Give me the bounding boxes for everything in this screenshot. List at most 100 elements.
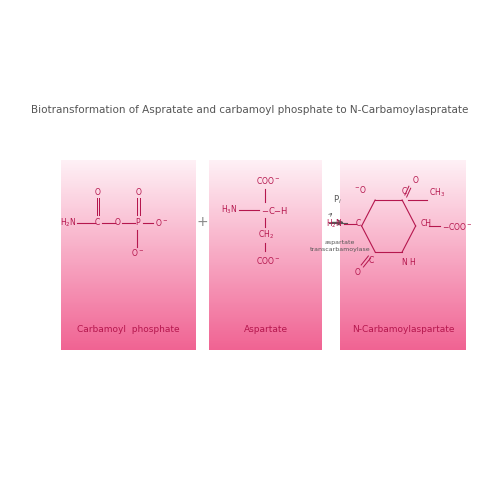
Bar bbox=[210, 210, 322, 212]
Bar bbox=[210, 180, 322, 181]
Bar bbox=[61, 312, 196, 313]
Bar bbox=[340, 291, 466, 292]
Bar bbox=[61, 230, 196, 231]
Bar bbox=[340, 317, 466, 318]
Bar bbox=[210, 181, 322, 182]
Bar bbox=[340, 166, 466, 168]
Bar bbox=[340, 348, 466, 349]
Bar bbox=[340, 273, 466, 274]
Bar bbox=[340, 336, 466, 338]
Bar bbox=[61, 320, 196, 322]
Bar bbox=[210, 214, 322, 215]
Bar bbox=[61, 295, 196, 296]
Bar bbox=[61, 178, 196, 179]
Bar bbox=[61, 284, 196, 286]
Bar bbox=[340, 214, 466, 215]
Bar bbox=[340, 197, 466, 198]
Bar bbox=[340, 312, 466, 313]
Bar bbox=[340, 334, 466, 335]
Bar bbox=[210, 308, 322, 309]
Bar bbox=[210, 307, 322, 308]
Bar bbox=[340, 230, 466, 231]
Bar bbox=[210, 289, 322, 290]
Bar bbox=[210, 278, 322, 279]
Bar bbox=[210, 233, 322, 234]
Bar bbox=[61, 170, 196, 172]
Bar bbox=[61, 344, 196, 346]
Bar bbox=[340, 315, 466, 316]
Bar bbox=[210, 235, 322, 236]
Bar bbox=[61, 248, 196, 250]
Text: CH$_2$: CH$_2$ bbox=[258, 229, 274, 241]
Bar bbox=[210, 188, 322, 190]
Bar bbox=[61, 232, 196, 233]
Bar bbox=[61, 272, 196, 273]
Text: O$^-$: O$^-$ bbox=[154, 217, 168, 228]
Text: CH$_3$: CH$_3$ bbox=[429, 186, 446, 199]
Bar bbox=[61, 166, 196, 168]
Bar bbox=[61, 324, 196, 326]
Bar bbox=[61, 222, 196, 224]
Bar bbox=[61, 311, 196, 312]
Bar bbox=[340, 228, 466, 230]
Text: H: H bbox=[409, 258, 415, 268]
Bar bbox=[61, 174, 196, 175]
Bar bbox=[210, 178, 322, 179]
Bar bbox=[340, 318, 466, 320]
Bar bbox=[340, 271, 466, 272]
Bar bbox=[61, 276, 196, 277]
Text: P$_i$: P$_i$ bbox=[334, 194, 342, 206]
Bar bbox=[340, 250, 466, 251]
Bar bbox=[340, 216, 466, 217]
Bar bbox=[340, 195, 466, 196]
Text: O: O bbox=[354, 268, 360, 278]
Bar bbox=[61, 278, 196, 279]
Bar bbox=[210, 168, 322, 170]
Bar bbox=[61, 208, 196, 210]
Bar bbox=[61, 177, 196, 178]
Bar bbox=[340, 179, 466, 180]
Bar bbox=[210, 340, 322, 342]
Bar bbox=[61, 340, 196, 342]
Bar bbox=[210, 244, 322, 246]
Bar bbox=[61, 328, 196, 329]
Bar bbox=[340, 314, 466, 315]
Bar bbox=[340, 324, 466, 326]
Text: $^-$O: $^-$O bbox=[352, 184, 367, 194]
Bar bbox=[210, 260, 322, 262]
Bar bbox=[210, 282, 322, 284]
Bar bbox=[340, 331, 466, 332]
Bar bbox=[210, 221, 322, 222]
Bar bbox=[340, 163, 466, 164]
Bar bbox=[210, 177, 322, 178]
Bar bbox=[340, 160, 466, 161]
Bar bbox=[210, 202, 322, 203]
Bar bbox=[210, 198, 322, 199]
Bar bbox=[61, 275, 196, 276]
Bar bbox=[340, 278, 466, 279]
Bar bbox=[61, 204, 196, 206]
Bar bbox=[61, 269, 196, 270]
Bar bbox=[210, 326, 322, 327]
Bar bbox=[61, 313, 196, 314]
Text: C: C bbox=[94, 218, 100, 227]
Bar bbox=[210, 219, 322, 220]
Bar bbox=[61, 198, 196, 199]
Bar bbox=[340, 333, 466, 334]
Bar bbox=[61, 294, 196, 295]
Bar bbox=[340, 232, 466, 233]
Bar bbox=[340, 168, 466, 170]
Text: CH: CH bbox=[421, 219, 432, 228]
Bar bbox=[340, 302, 466, 304]
Bar bbox=[340, 272, 466, 273]
Bar bbox=[210, 182, 322, 183]
Bar bbox=[61, 270, 196, 271]
Bar bbox=[340, 244, 466, 246]
Bar bbox=[210, 218, 322, 219]
Bar bbox=[340, 190, 466, 192]
Bar bbox=[210, 279, 322, 280]
Bar bbox=[210, 222, 322, 224]
Bar bbox=[61, 330, 196, 331]
Bar bbox=[210, 224, 322, 226]
Bar bbox=[340, 347, 466, 348]
